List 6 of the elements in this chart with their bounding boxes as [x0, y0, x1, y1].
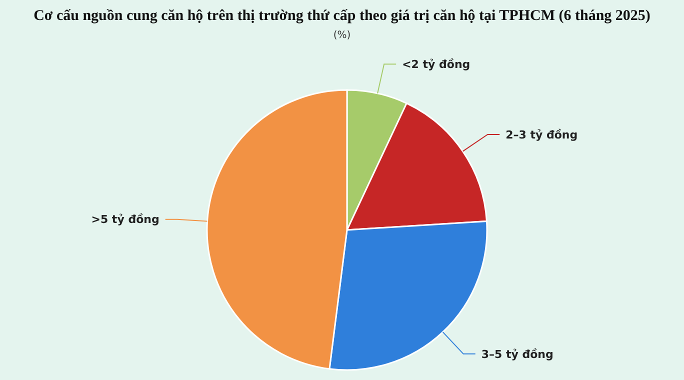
chart-title: Cơ cấu nguồn cung căn hộ trên thị trường thứ cấp theo giá trị căn hộ tại TPHCM (6 tháng 2025) — [34, 8, 650, 24]
slice-label: >5 tỷ đồng — [91, 213, 160, 226]
chart-subtitle: (%) — [333, 30, 351, 41]
slice-label: <2 tỷ đồng — [402, 58, 470, 71]
slice-label: 2–3 tỷ đồng — [506, 128, 578, 142]
slice-label: 3–5 tỷ đồng — [481, 348, 554, 361]
